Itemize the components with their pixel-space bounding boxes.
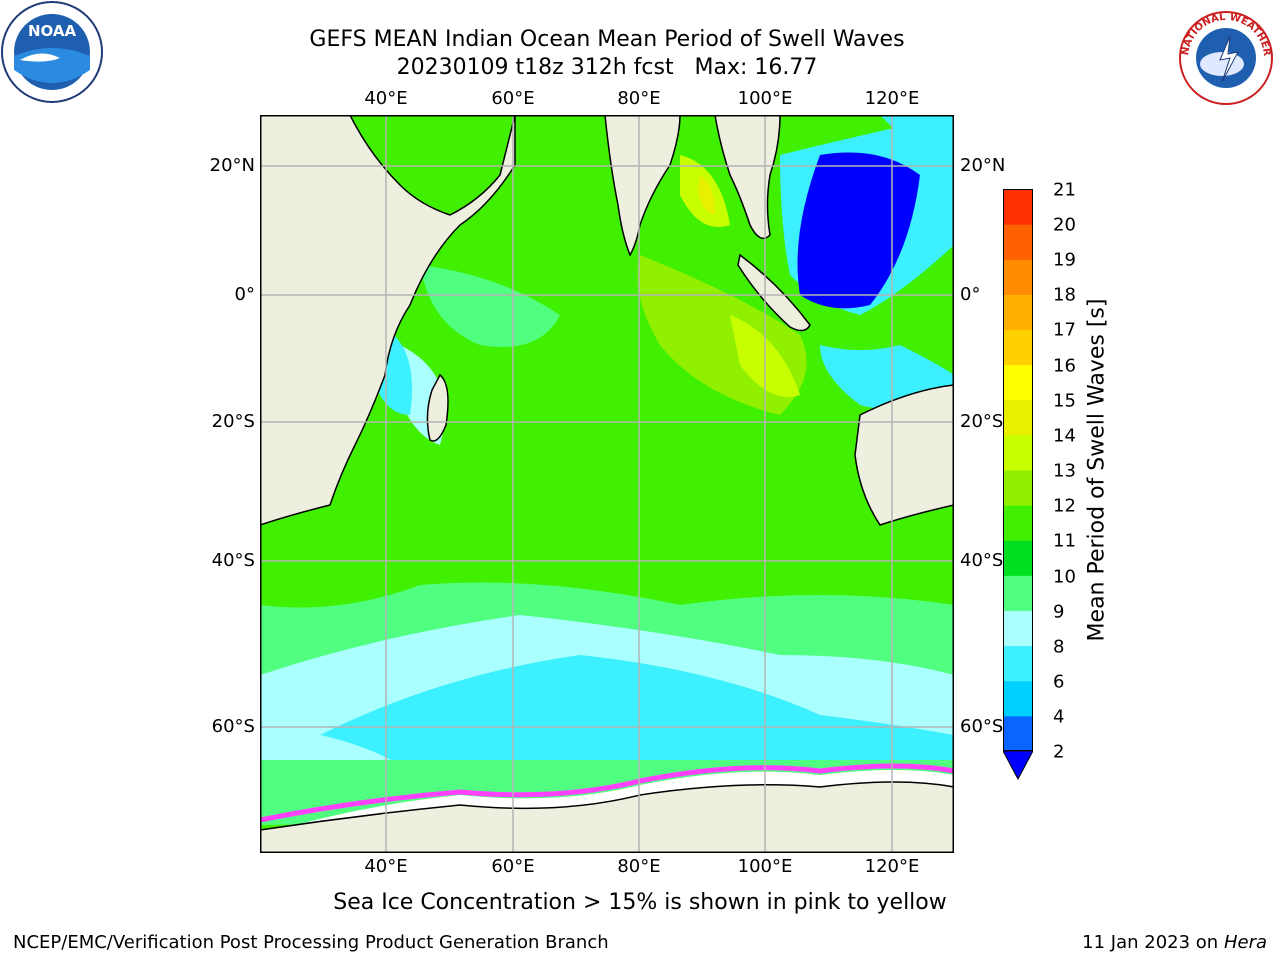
lat-tick-left: 0°: [234, 284, 255, 305]
colorbar-level: 12: [1053, 495, 1076, 517]
lat-tick-right: 20°S: [960, 411, 1004, 432]
colorbar: [1002, 189, 1034, 781]
colorbar-swatch: [1003, 645, 1033, 682]
colorbar-border: [1003, 189, 1033, 751]
colorbar-level: 20: [1053, 214, 1076, 236]
map-frame: [260, 115, 954, 853]
noaa-logo: NOAA: [0, 0, 104, 104]
lon-tick-bottom: 80°E: [617, 856, 661, 877]
lat-tick-left: 60°S: [211, 716, 255, 737]
lat-tick-right: 0°: [960, 284, 981, 305]
colorbar-level: 9: [1053, 601, 1065, 623]
colorbar-swatch: [1003, 329, 1033, 366]
land-sumatra: [737, 253, 811, 332]
colorbar-level: 14: [1053, 425, 1076, 447]
footer-credit: NCEP/EMC/Verification Post Processing Pr…: [13, 932, 609, 953]
map-subtitle: 20230109 t18z 312h fcst Max: 16.77: [396, 55, 818, 80]
colorbar-swatches: [1002, 189, 1034, 781]
colorbar-level: 4: [1053, 706, 1065, 728]
colorbar-level: 6: [1053, 671, 1065, 693]
colorbar-swatch: [1003, 715, 1033, 752]
footer-machine: Hera: [1223, 932, 1267, 953]
lat-tick-right: 40°S: [960, 550, 1004, 571]
lon-tick-top: 40°E: [364, 88, 408, 109]
colorbar-level: 10: [1053, 566, 1076, 588]
lon-tick-top: 120°E: [864, 88, 920, 109]
lon-tick-bottom: 100°E: [737, 856, 793, 877]
lon-tick-bottom: 40°E: [364, 856, 408, 877]
colorbar-level: 13: [1053, 460, 1076, 482]
colorbar-title: Mean Period of Swell Waves [s]: [1084, 298, 1110, 642]
asian-seas-blue: [797, 152, 920, 309]
lon-tick-bottom: 120°E: [864, 856, 920, 877]
colorbar-swatch: [1003, 470, 1033, 506]
land-india: [604, 115, 681, 257]
colorbar-swatch: [1003, 680, 1033, 717]
land-australia: [854, 384, 954, 526]
sea-ice-note: Sea Ice Concentration > 15% is shown in …: [333, 890, 947, 915]
bay-of-bengal-high: [698, 175, 715, 215]
colorbar-level: 19: [1053, 249, 1076, 271]
land-indochina: [714, 115, 781, 240]
colorbar-swatch: [1003, 294, 1033, 331]
footer-date-text: 11 Jan 2023 on: [1082, 932, 1224, 953]
colorbar-swatch: [1003, 540, 1033, 576]
colorbar-level: 11: [1053, 530, 1076, 552]
colorbar-swatch: [1003, 189, 1033, 225]
lat-tick-left: 20°N: [209, 155, 255, 176]
zone-6-8s: [260, 655, 954, 765]
map-border: [260, 115, 954, 853]
footer-date: 11 Jan 2023 on Hera: [1082, 932, 1267, 953]
colorbar-level: 16: [1053, 355, 1076, 377]
colorbar-swatch: [1003, 610, 1033, 647]
colorbar-swatch: [1003, 575, 1033, 612]
lon-tick-top: 60°E: [491, 88, 535, 109]
colorbar-swatch: [1003, 505, 1033, 541]
map-canvas: [260, 115, 954, 853]
lon-tick-bottom: 60°E: [491, 856, 535, 877]
colorbar-level: 2: [1053, 741, 1065, 763]
zone-west-equatorial: [420, 265, 560, 347]
nws-logo: NATIONAL WEATHER SERVICE: [1172, 0, 1276, 108]
lon-tick-top: 80°E: [617, 88, 661, 109]
lat-tick-right: 20°N: [960, 155, 1006, 176]
lat-tick-left: 20°S: [211, 411, 255, 432]
colorbar-level: 15: [1053, 390, 1076, 412]
colorbar-swatch: [1003, 259, 1033, 295]
colorbar-level: 17: [1053, 319, 1076, 341]
lon-tick-top: 100°E: [737, 88, 793, 109]
colorbar-level: 8: [1053, 636, 1065, 658]
colorbar-extend-arrow: [1002, 750, 1034, 781]
colorbar-level: 18: [1053, 284, 1076, 306]
land-madagascar: [426, 373, 449, 442]
south-china-sea-cyan: [880, 115, 954, 175]
colorbar-swatch: [1003, 399, 1033, 436]
lat-tick-left: 40°S: [211, 550, 255, 571]
graticule: [260, 115, 954, 853]
lat-tick-right: 60°S: [960, 716, 1004, 737]
map-title: GEFS MEAN Indian Ocean Mean Period of Sw…: [309, 27, 905, 52]
noaa-logo-text: NOAA: [28, 22, 77, 40]
colorbar-swatch: [1003, 434, 1033, 471]
land-antarctica: [260, 781, 954, 853]
colorbar-swatch: [1003, 364, 1033, 401]
colorbar-swatch: [1003, 224, 1033, 260]
colorbar-level: 21: [1053, 179, 1076, 201]
